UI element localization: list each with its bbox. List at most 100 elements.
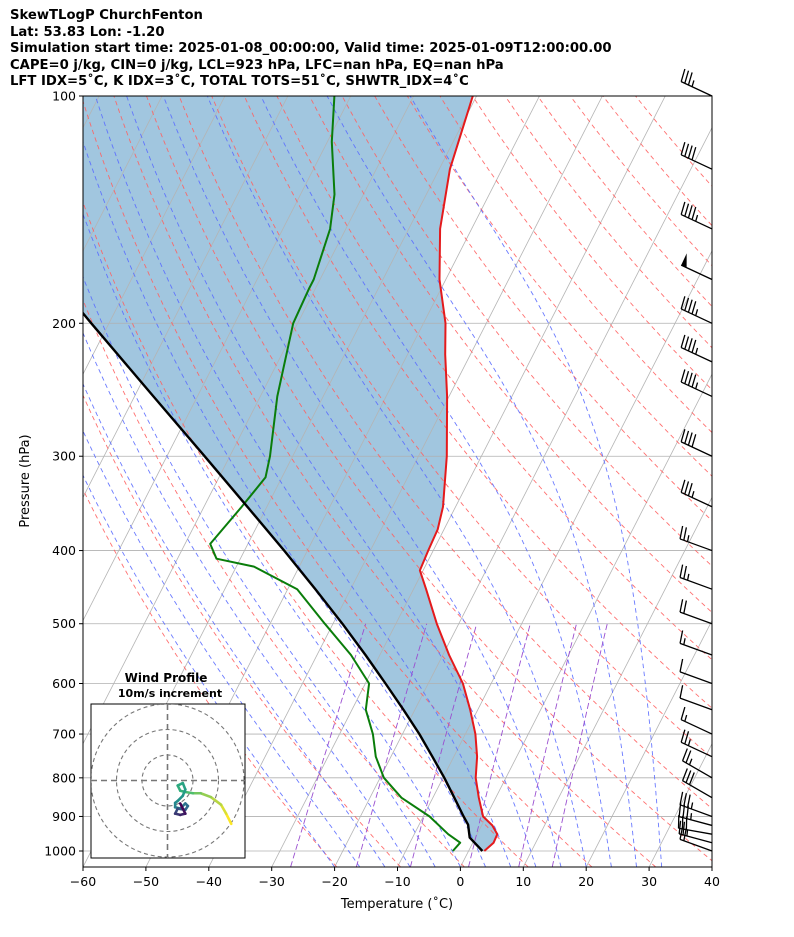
y-tick-label: 1000: [44, 844, 76, 859]
wind-barb-shaft: [679, 611, 713, 625]
wind-barb: [679, 525, 713, 552]
dry-adiabat-line: [83, 394, 401, 867]
wind-barb-shaft: [679, 576, 713, 590]
indices-line: LFT IDX=5˚C, K IDX=3˚C, TOTAL TOTS=51˚C,…: [10, 74, 469, 90]
wind-barb-half-feather: [686, 829, 689, 837]
wind-barb-feather: [680, 706, 686, 720]
wind-barb-shaft: [680, 741, 713, 758]
wind-barb-feather: [684, 731, 690, 745]
isotherm-line: [460, 373, 712, 867]
wind-barb-half-feather: [691, 490, 695, 498]
x-tick-label: −30: [259, 874, 285, 889]
wind-barb-shaft: [678, 827, 713, 835]
wind-barb: [680, 429, 713, 457]
dry-adiabat-line: [635, 96, 712, 187]
moist-adiabat-line: [83, 140, 487, 867]
moist-adiabat-line: [83, 382, 386, 867]
wind-barb-feather: [679, 525, 684, 540]
y-axis-label: Pressure (hPa): [18, 434, 33, 527]
moist-adiabat-line: [83, 331, 411, 867]
dry-adiabat-line: [178, 96, 712, 810]
wind-barb: [680, 334, 713, 363]
wind-barb-feather: [681, 768, 688, 781]
isotherm-line: [522, 496, 712, 867]
y-tick-label: 800: [52, 770, 76, 785]
wind-barb-feather: [684, 481, 690, 495]
wind-barbs: [677, 68, 713, 852]
y-tick-label: 600: [52, 676, 76, 691]
wind-barb-feather: [686, 794, 691, 808]
wind-barb-half-feather: [690, 813, 693, 820]
wind-barb-shaft: [680, 719, 713, 735]
y-tick-label: 200: [52, 316, 76, 331]
dry-adiabat-line: [374, 96, 712, 522]
wind-barb: [680, 479, 713, 508]
wind-barb-half-feather: [688, 758, 693, 766]
wind-barb-feather: [684, 297, 690, 311]
y-tick-label: 500: [52, 616, 76, 631]
hodograph-segment: [224, 812, 233, 826]
dry-adiabat-line: [83, 201, 529, 867]
wind-barb-shaft: [679, 804, 713, 818]
wind-barb-feather: [687, 72, 693, 86]
wind-barb-feather: [691, 301, 697, 315]
wind-barb-shaft: [680, 213, 713, 230]
wind-barb-feather: [680, 201, 686, 215]
moist-adiabat-line: [94, 96, 512, 867]
x-tick-label: 10: [515, 874, 531, 889]
isotherm-line: [585, 619, 712, 867]
wind-barb-feather: [684, 70, 690, 84]
y-tick-label: 400: [52, 543, 76, 558]
mixing-ratio-line: [355, 623, 428, 867]
wind-barb-feather: [691, 434, 697, 448]
wind-barb-shaft: [680, 308, 713, 324]
wind-barb-feather: [683, 565, 688, 580]
time-line: Simulation start time: 2025-01-08_00:00:…: [10, 41, 612, 57]
wind-barb: [680, 369, 713, 398]
wind-barb: [680, 253, 713, 281]
y-tick-label: 700: [52, 727, 76, 742]
isotherm-line: [83, 96, 352, 622]
dry-adiabat-line: [211, 96, 712, 759]
dry-adiabat-line: [83, 488, 338, 867]
wind-barb-shaft: [679, 538, 713, 552]
wind-barb: [681, 748, 713, 779]
x-tick-label: 20: [578, 874, 594, 889]
cape-shading: [83, 96, 498, 851]
wind-barb-feather: [681, 748, 688, 762]
hodograph-segment: [178, 802, 185, 810]
hodograph-segment: [219, 803, 228, 815]
wind-barb-flag: [681, 253, 687, 268]
wind-barb: [680, 729, 713, 758]
hodograph-inset: Wind Profile 10m/s increment: [90, 671, 246, 859]
wind-barb: [681, 768, 713, 799]
dry-adiabat-line: [439, 96, 712, 434]
x-tick-label: 0: [456, 874, 464, 889]
dry-adiabat-line: [472, 96, 712, 391]
wind-barb-feather: [680, 296, 686, 310]
wind-barb-shaft: [682, 760, 713, 779]
wind-barb: [678, 820, 713, 844]
wind-barb-feather: [684, 430, 690, 444]
dry-adiabat-line: [537, 96, 712, 308]
x-tick-label: −50: [133, 874, 159, 889]
wind-barb-feather: [678, 820, 682, 834]
wind-barb-shaft: [679, 671, 713, 685]
wind-barb-feather: [680, 141, 686, 155]
wind-barb-feather: [679, 564, 684, 578]
dry-adiabat-line: [602, 96, 712, 227]
cape-cin-area: [83, 96, 498, 851]
wind-barb-feather: [683, 793, 688, 807]
dewpoint-line: [209, 96, 462, 852]
x-tick-label: −60: [70, 874, 96, 889]
wind-barb-feather: [679, 658, 684, 673]
dry-adiabat-line: [113, 96, 656, 867]
wind-barb-feather: [680, 369, 686, 383]
wind-barb-feather: [680, 479, 686, 493]
y-tick-label: 300: [52, 449, 76, 464]
wind-barb-feather: [685, 750, 692, 764]
mixing-ratio-line: [468, 623, 531, 867]
moist-adiabat-line: [83, 275, 436, 867]
wind-barb-half-feather: [691, 80, 695, 87]
x-tick-label: 30: [641, 874, 657, 889]
